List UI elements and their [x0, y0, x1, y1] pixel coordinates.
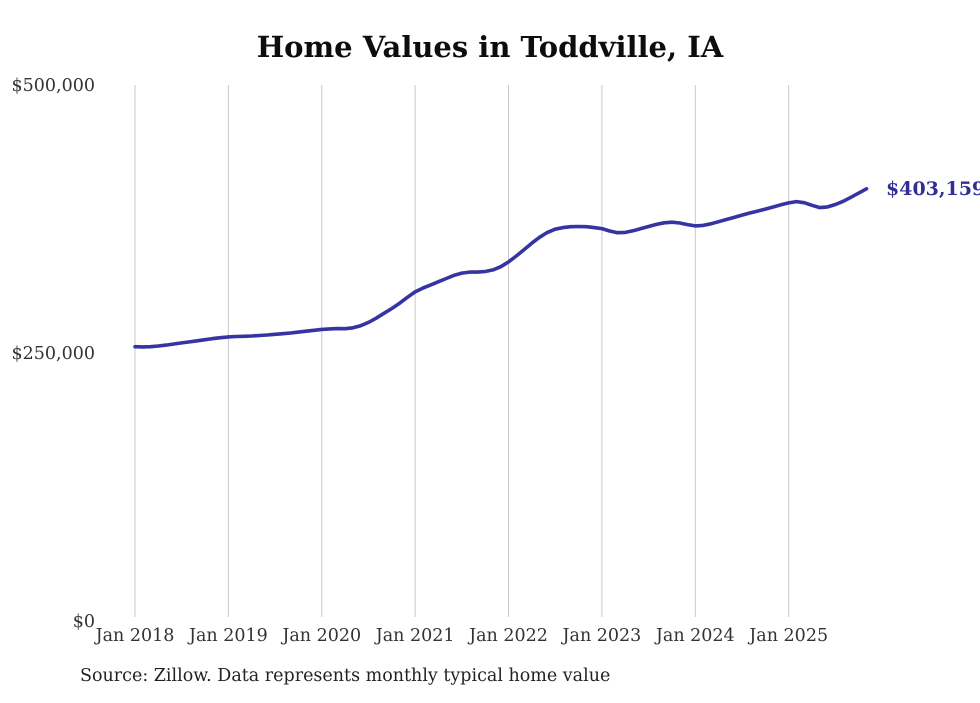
x-tick-label: Jan 2018	[94, 626, 175, 646]
series-end-value-label: $403,159	[886, 178, 980, 200]
x-tick-label: Jan 2024	[654, 626, 735, 646]
y-tick-label: $250,000	[11, 344, 95, 364]
source-note: Source: Zillow. Data represents monthly …	[80, 666, 610, 686]
x-axis-labels: Jan 2018 Jan 2019 Jan 2020 Jan 2021 Jan 2022…	[94, 626, 829, 646]
x-tick-label: Jan 2020	[280, 626, 361, 646]
x-tick-label: Jan 2021	[374, 626, 455, 646]
x-tick-label: Jan 2025	[747, 626, 828, 646]
chart-title: Home Values in Toddville, IA	[257, 30, 724, 64]
x-tick-label: Jan 2019	[187, 626, 268, 646]
y-tick-label: $500,000	[11, 76, 95, 96]
series-line	[133, 187, 869, 349]
gridlines	[134, 85, 790, 617]
x-tick-label: Jan 2023	[561, 626, 642, 646]
y-tick-label: $0	[73, 612, 95, 632]
y-axis-labels: $500,000 $250,000 $0	[11, 76, 95, 632]
x-tick-label: Jan 2022	[467, 626, 548, 646]
